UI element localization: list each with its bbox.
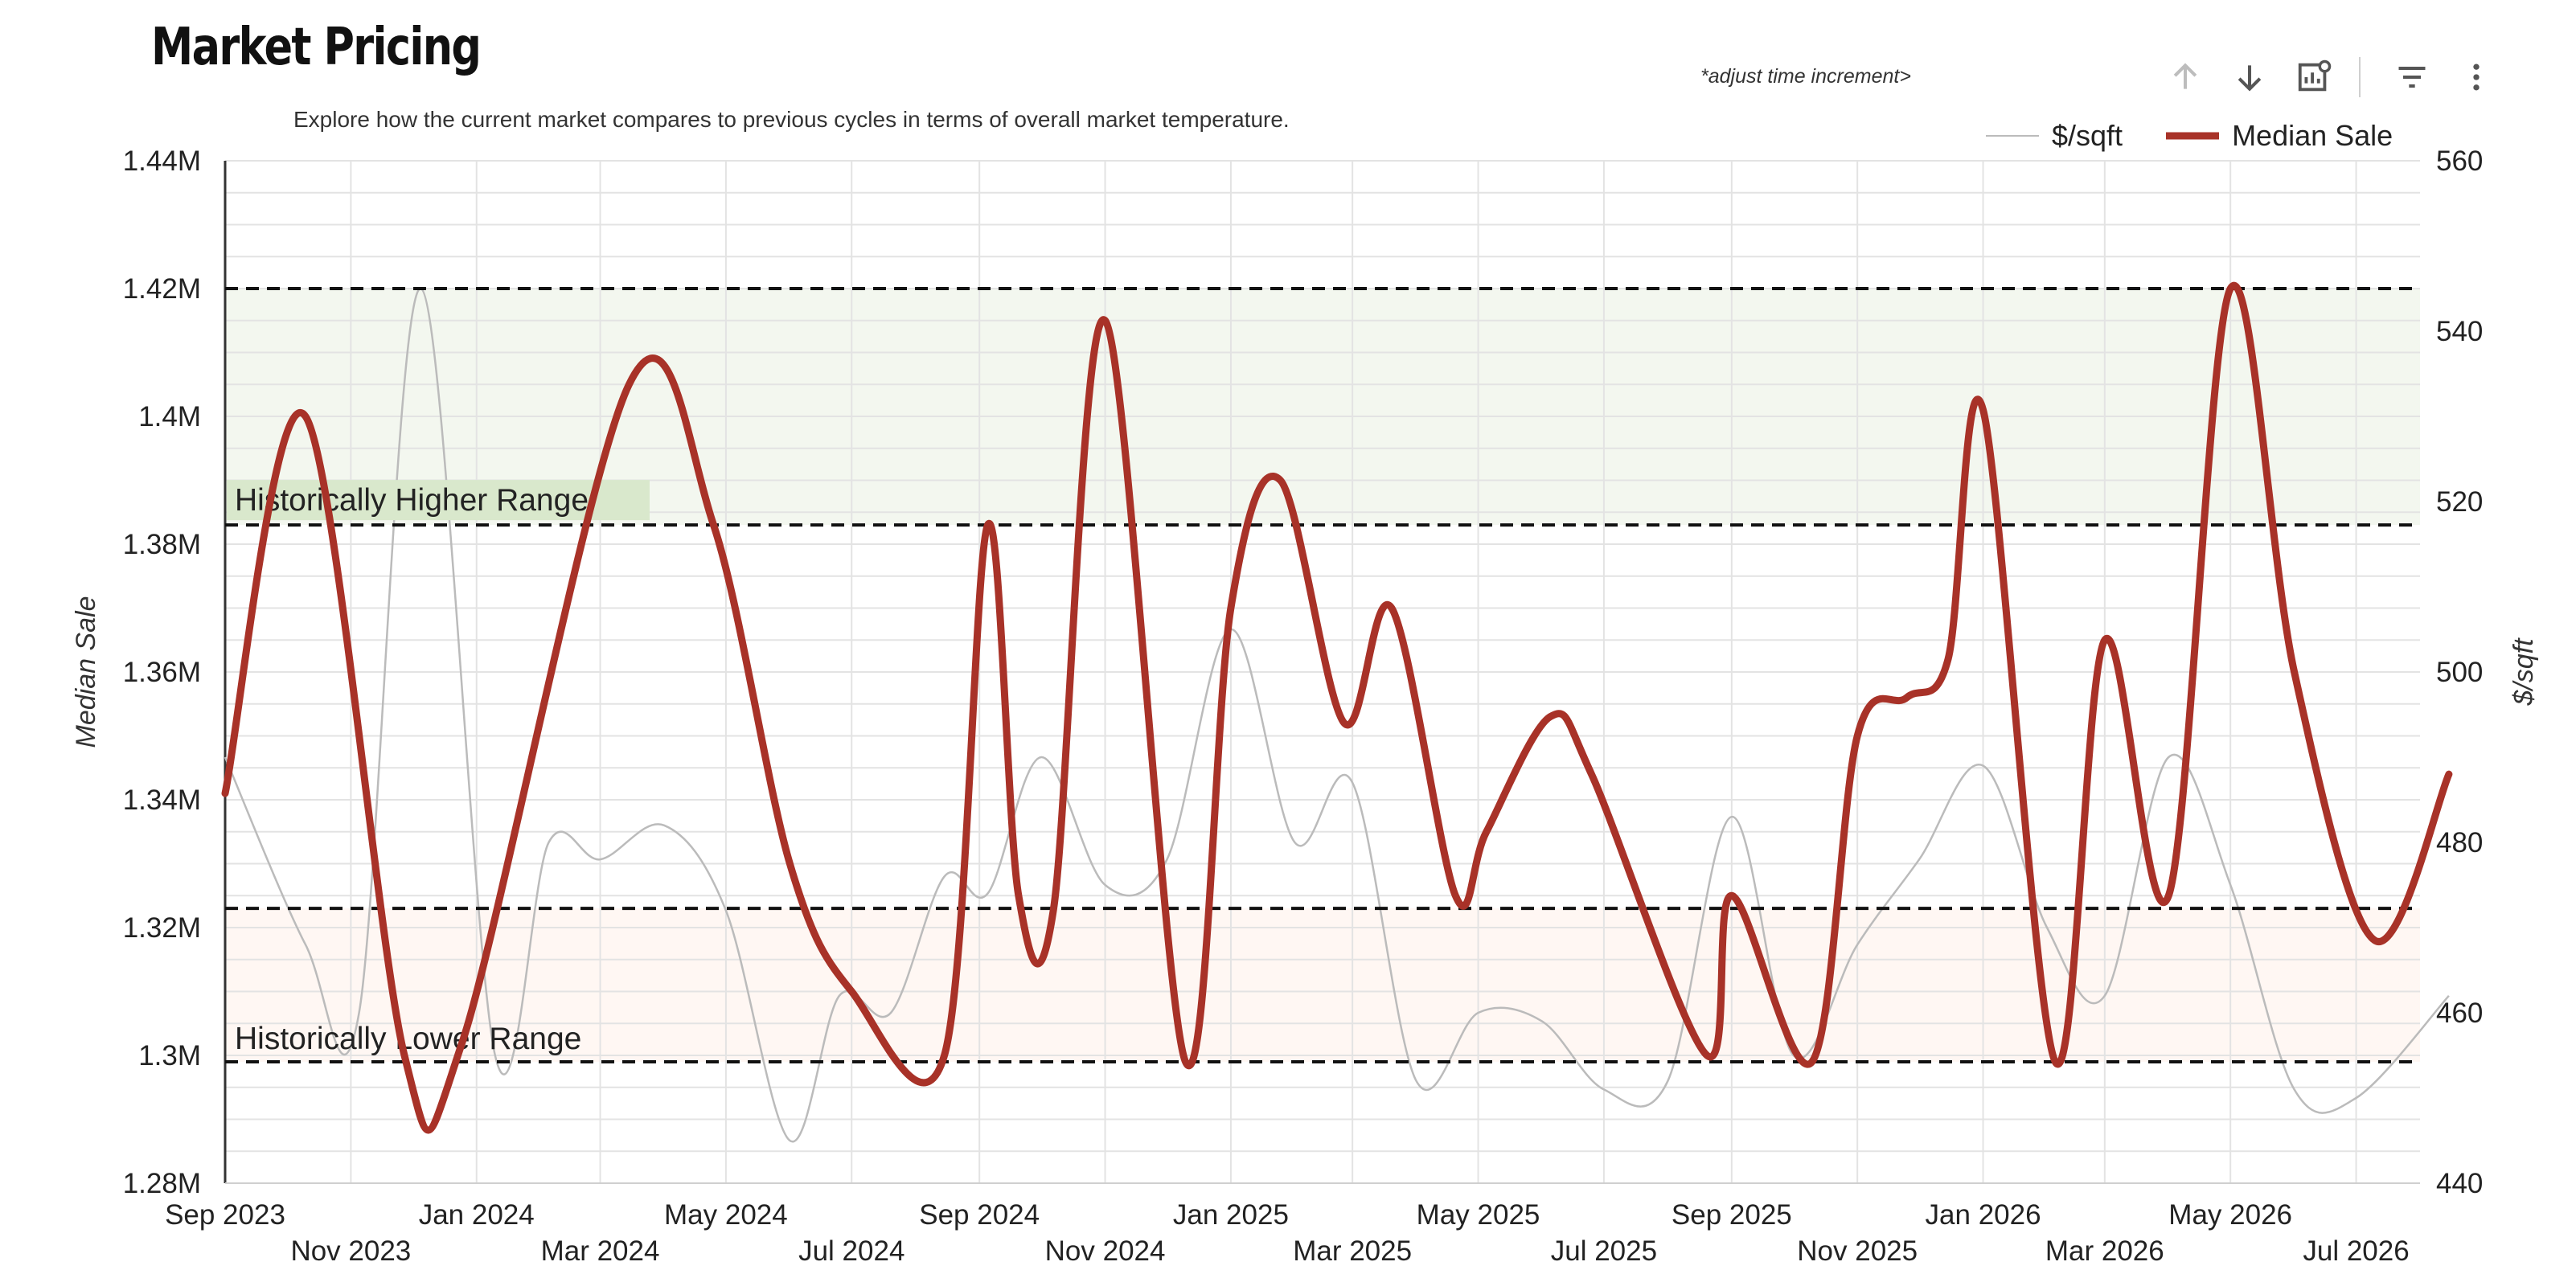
x-tick-label: May 2026	[2168, 1199, 2292, 1231]
legend-swatch-median	[2166, 132, 2220, 140]
higher-range-label-bg	[227, 480, 650, 521]
adjust-time-increment-link[interactable]: *adjust time increment>	[1700, 65, 1911, 88]
x-tick-label: Nov 2024	[1045, 1235, 1166, 1267]
legend-label-median: Median Sale	[2232, 119, 2393, 152]
higher-range-label: Historically Higher Range	[235, 483, 589, 518]
y-left-tick-label: 1.3M	[138, 1040, 201, 1071]
y-right-tick-label: 440	[2436, 1168, 2483, 1199]
chart-settings-button[interactable]	[2291, 55, 2336, 100]
lower-range-band	[225, 908, 2420, 1062]
page-title: Market Pricing	[151, 18, 482, 77]
x-tick-label: Sep 2025	[1672, 1199, 1792, 1231]
x-tick-label: Sep 2024	[919, 1199, 1040, 1231]
x-tick-label: Sep 2023	[165, 1199, 285, 1231]
legend-item-median[interactable]: Median Sale	[2166, 119, 2393, 153]
y-right-tick-label: 500	[2436, 657, 2483, 688]
filter-icon	[2398, 66, 2426, 88]
y-right-tick-label: 480	[2436, 827, 2483, 858]
legend-item-psf[interactable]: $/sqft	[1986, 119, 2123, 153]
page-subtitle: Explore how the current market compares …	[293, 107, 1290, 132]
y-right-axis-title: $/sqft	[2508, 637, 2539, 707]
toolbar-divider	[2359, 57, 2361, 97]
y-left-tick-label: 1.44M	[123, 145, 201, 177]
x-tick-label: Jan 2024	[419, 1199, 535, 1231]
y-left-tick-label: 1.42M	[123, 273, 201, 305]
x-tick-label: May 2025	[1417, 1199, 1540, 1231]
y-left-tick-label: 1.32M	[123, 912, 201, 944]
x-tick-label: Jul 2026	[2303, 1235, 2409, 1267]
more-vert-icon	[2473, 63, 2480, 91]
chart-toolbar	[2163, 55, 2518, 100]
arrow-down-icon	[2238, 65, 2262, 92]
x-tick-label: Mar 2024	[541, 1235, 660, 1267]
series-line-psf	[224, 287, 2450, 1143]
y-left-tick-label: 1.36M	[123, 657, 201, 688]
x-tick-label: Jan 2026	[1926, 1199, 2041, 1231]
legend-label-psf: $/sqft	[2052, 119, 2123, 152]
y-left-axis-title: Median Sale	[71, 596, 101, 748]
chart-settings-icon	[2298, 59, 2332, 92]
x-tick-label: Mar 2026	[2045, 1235, 2164, 1267]
lower-range-label: Historically Lower Range	[235, 1022, 581, 1056]
move-up-button[interactable]	[2163, 55, 2208, 100]
y-right-tick-label: 560	[2436, 145, 2483, 177]
series-line-median-sale	[221, 281, 2453, 1134]
y-left-tick-label: 1.38M	[123, 529, 201, 560]
arrow-up-icon	[2173, 63, 2197, 89]
y-left-tick-label: 1.28M	[123, 1168, 201, 1199]
x-tick-label: Jan 2025	[1173, 1199, 1289, 1231]
y-right-tick-label: 520	[2436, 486, 2483, 518]
y-right-tick-label: 540	[2436, 316, 2483, 347]
x-tick-label: May 2024	[664, 1199, 788, 1231]
x-tick-label: Nov 2023	[290, 1235, 411, 1267]
x-tick-label: Jul 2024	[798, 1235, 904, 1267]
y-left-tick-label: 1.4M	[138, 401, 201, 432]
x-tick-label: Mar 2025	[1293, 1235, 1412, 1267]
x-tick-label: Nov 2025	[1797, 1235, 1918, 1267]
chart-legend: $/sqft Median Sale	[1986, 119, 2393, 153]
more-options-button[interactable]	[2454, 55, 2499, 100]
x-tick-label: Jul 2025	[1551, 1235, 1657, 1267]
move-down-button[interactable]	[2227, 55, 2272, 100]
legend-swatch-psf	[1986, 135, 2039, 137]
filter-button[interactable]	[2389, 55, 2434, 100]
y-left-tick-label: 1.34M	[123, 785, 201, 816]
